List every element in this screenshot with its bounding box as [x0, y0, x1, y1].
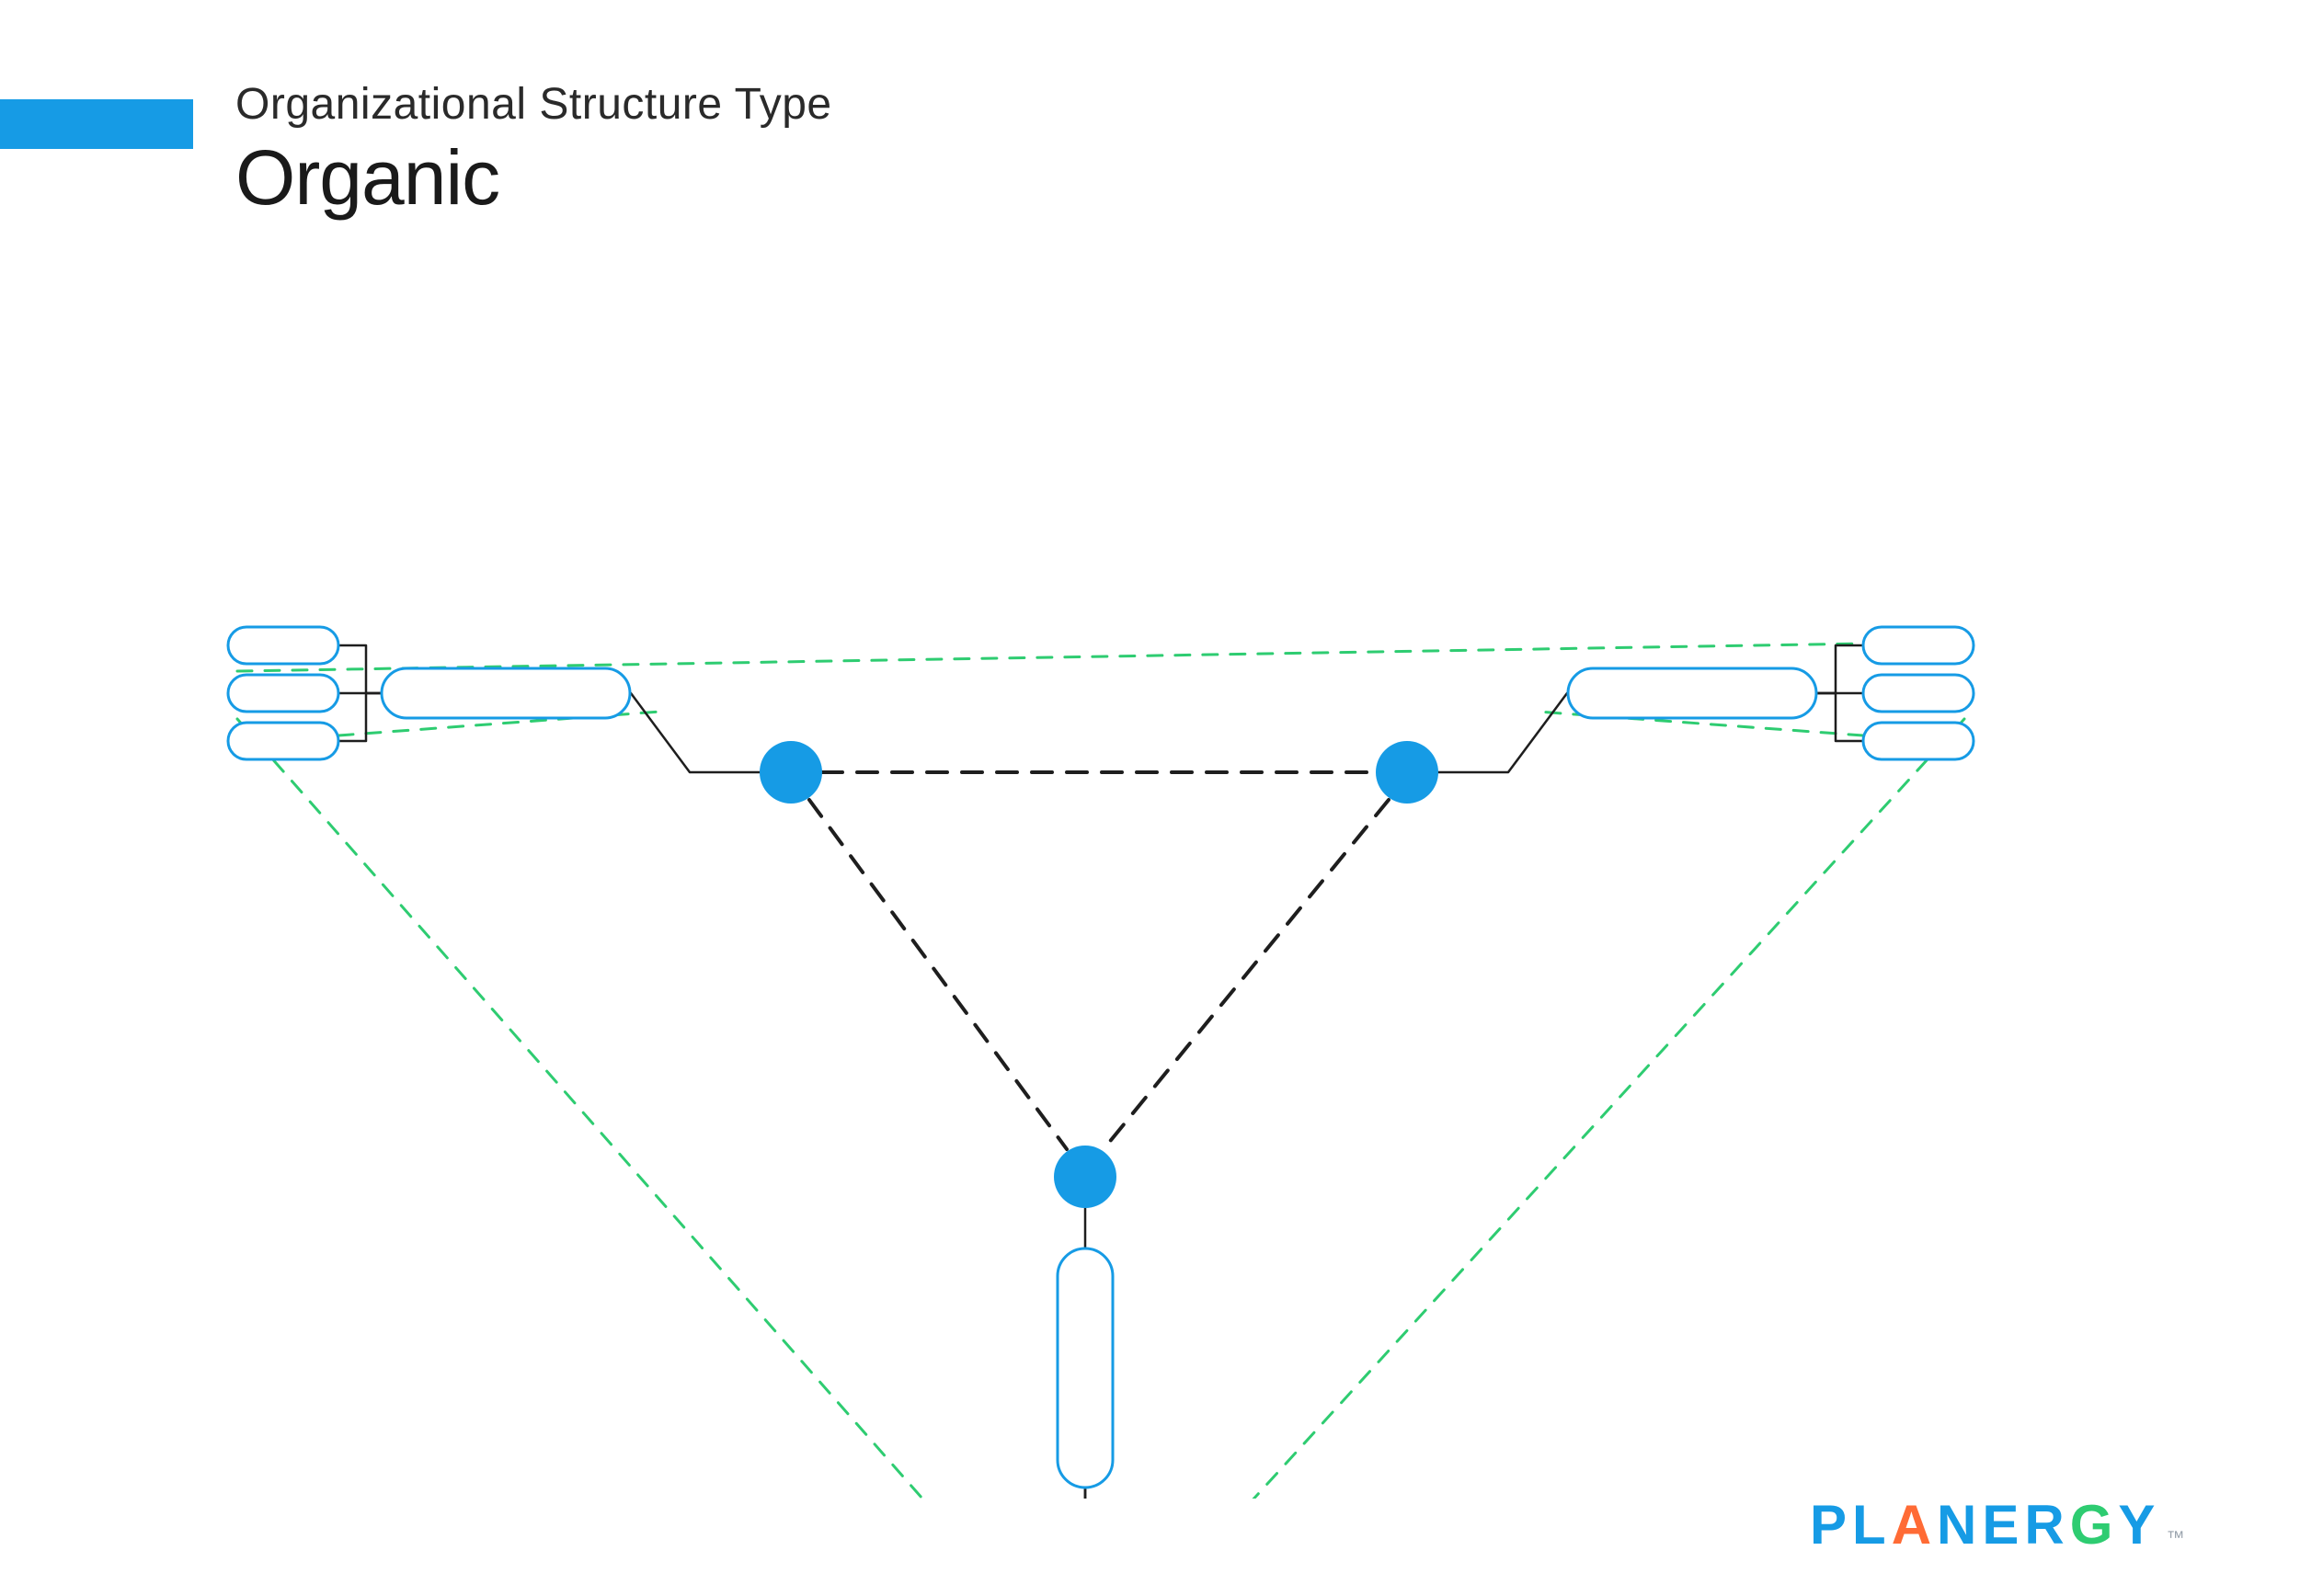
brand-text: PLANERGY: [1810, 1493, 2160, 1556]
leaf-node: [1863, 627, 1974, 664]
manager-node: [1568, 668, 1816, 718]
trademark-icon: ™: [2166, 1528, 2184, 1549]
leaf-node: [228, 627, 338, 664]
header-title: Organic: [235, 133, 832, 222]
page: Organizational Structure Type Organic PL…: [0, 0, 2300, 1596]
leaf-node: [1863, 675, 1974, 712]
hub-node: [1376, 741, 1438, 804]
hub-node: [760, 741, 822, 804]
leaf-node: [228, 675, 338, 712]
hub-node: [1054, 1146, 1116, 1208]
org-diagram: [166, 285, 2134, 1499]
brand-logo: PLANERGY ™: [1810, 1493, 2184, 1556]
leaf-node: [228, 723, 338, 759]
header: Organizational Structure Type Organic: [235, 79, 832, 222]
leaf-node: [1863, 723, 1974, 759]
header-subtitle: Organizational Structure Type: [235, 79, 832, 130]
manager-node: [382, 668, 630, 718]
accent-bar: [0, 99, 193, 149]
manager-node: [1058, 1248, 1113, 1488]
